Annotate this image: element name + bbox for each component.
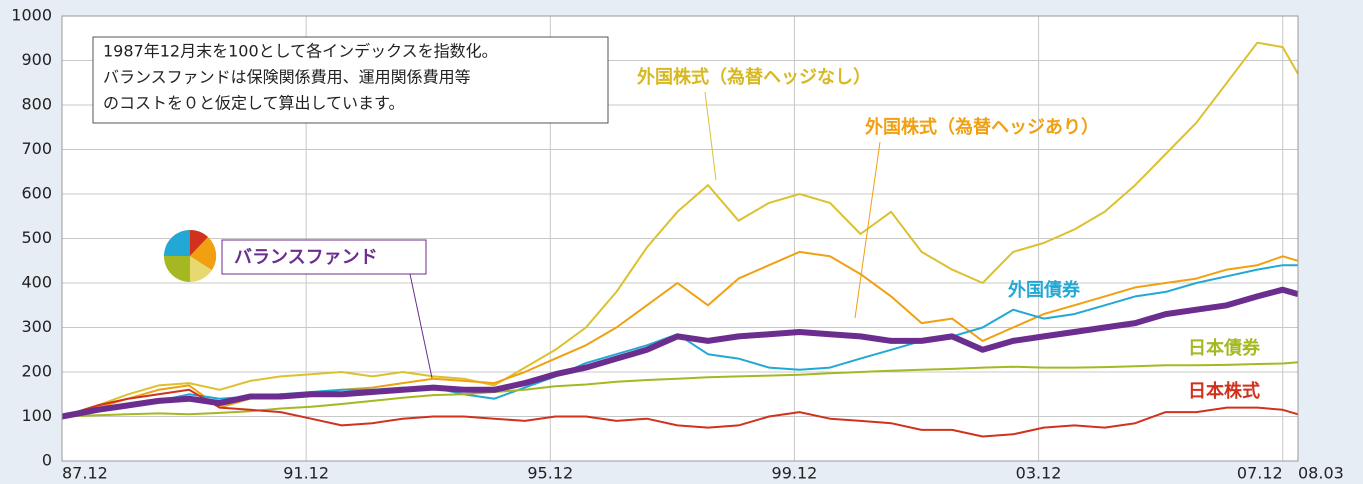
series-label: バランスファンド (234, 247, 378, 268)
x-tick-label: 87.12 (62, 464, 108, 483)
x-tick-label: 99.12 (772, 464, 818, 483)
pie-icon (164, 229, 217, 282)
y-tick-label: 300 (21, 317, 52, 336)
series-label: 日本株式 (1188, 380, 1260, 402)
lines (61, 41, 1299, 438)
leader-line (409, 273, 433, 379)
label-box (221, 239, 427, 275)
y-tick-label: 400 (21, 273, 52, 292)
y-tick-label: 800 (21, 95, 52, 114)
series-label: 外国債券 (1008, 279, 1081, 301)
pie-slice (190, 229, 208, 256)
series-line (61, 361, 1299, 418)
x-tick-label: 07.12 (1237, 464, 1283, 483)
annotation-text: 1987年12月末を100として各インデックスを指数化。 (103, 42, 498, 61)
plot-frame (61, 15, 1299, 462)
x-tick-label: 95.12 (527, 464, 573, 483)
y-tick-label: 700 (21, 139, 52, 158)
x-tick-label: 91.12 (283, 464, 329, 483)
y-tick-label: 900 (21, 50, 52, 69)
annotation-text: バランスファンドは保険関係費用、運用関係費用等 (103, 68, 471, 87)
y-tick-label: 500 (21, 228, 52, 247)
pie-slice (190, 237, 217, 270)
series-line (61, 388, 1299, 438)
y-tick-label: 200 (21, 362, 52, 381)
series-label: 外国株式（為替ヘッジなし） (637, 66, 871, 88)
y-tick-label: 100 (21, 406, 52, 425)
annotation-frame (92, 36, 609, 124)
annotation-text: のコストを０と仮定して算出しています。 (103, 94, 404, 113)
pie-slice (164, 256, 190, 282)
series-line (61, 286, 1299, 420)
y-tick-label: 1000 (11, 6, 52, 25)
y-tick-label: 600 (21, 184, 52, 203)
x-tick-label: 08.03 (1298, 464, 1344, 483)
series-label: 外国株式（為替ヘッジあり） (865, 116, 1099, 138)
annotation-box: 1987年12月末を100として各インデックスを指数化。 バランスファンドは保険… (92, 36, 609, 124)
pie-slice (164, 230, 190, 256)
y-tick-label: 0 (42, 451, 52, 470)
leader-line (704, 91, 717, 181)
series-label: 日本債券 (1188, 337, 1261, 359)
leader-line (854, 141, 881, 319)
series-line (61, 41, 1299, 418)
x-tick-label: 03.12 (1016, 464, 1062, 483)
